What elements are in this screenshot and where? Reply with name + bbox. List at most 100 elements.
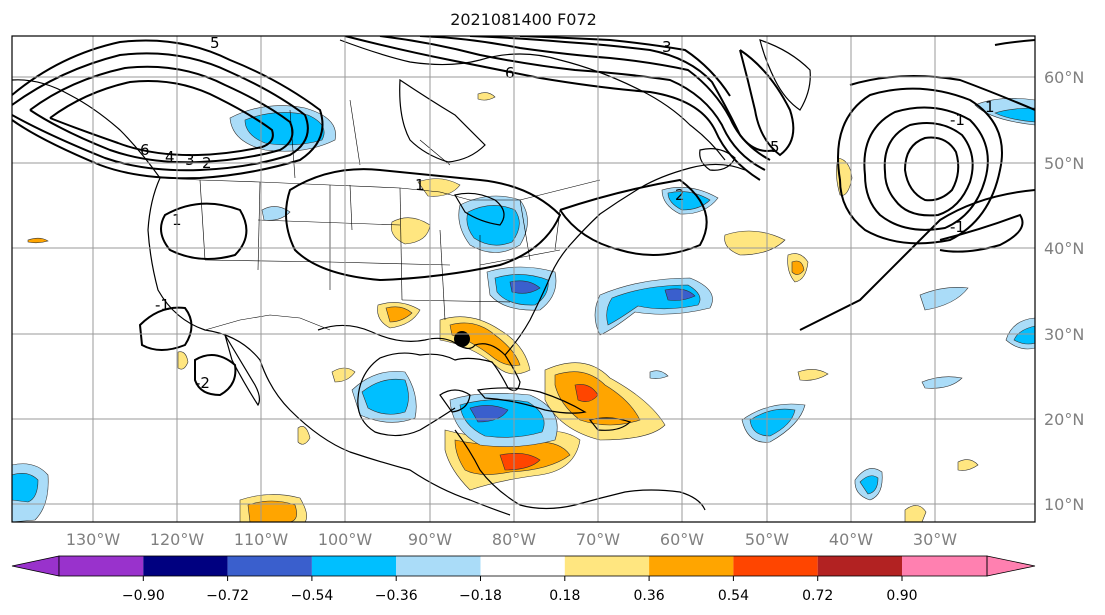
lon-label: 50°W	[745, 530, 789, 549]
lat-label: 60°N	[1044, 68, 1084, 87]
contour-line	[519, 36, 731, 97]
positive-anomaly	[385, 306, 413, 323]
positive-anomaly	[297, 426, 311, 445]
map-panel: 5 6 4 3 2 1 -1 -2 3 6 5 2 1 1 -1 -1	[12, 34, 1035, 522]
contour-line	[883, 122, 974, 217]
negative-anomaly	[664, 288, 696, 301]
positive-anomaly	[791, 260, 805, 275]
lat-label: 30°N	[1044, 325, 1084, 344]
contour-label: 3	[185, 151, 195, 169]
contour-line	[194, 354, 237, 397]
colorbar-tick-label: 0.90	[886, 588, 917, 604]
colorbar-extend-low	[11, 555, 60, 577]
contour-line	[344, 36, 761, 181]
negative-anomaly	[994, 107, 1035, 123]
contour-line	[799, 189, 1035, 331]
contour-label: 5	[770, 138, 780, 156]
lon-label: 60°W	[660, 530, 704, 549]
colorbar-segment	[649, 556, 734, 576]
contour-label: -1	[155, 296, 170, 314]
contour-label: -1	[950, 111, 965, 129]
colorbar-segment	[59, 556, 144, 576]
lat-label: 20°N	[1044, 410, 1084, 429]
colorbar-frame	[58, 555, 988, 577]
contour-line	[12, 52, 309, 172]
greenland-outline	[759, 39, 811, 111]
contour-line	[29, 65, 294, 164]
colorbar-tick-label: 0.18	[549, 588, 580, 604]
lat-label: 40°N	[1044, 239, 1084, 258]
contour-label: -1	[950, 218, 965, 236]
lat-label: 50°N	[1044, 154, 1084, 173]
contour-line	[12, 39, 324, 180]
contour-line	[837, 87, 1003, 245]
contour-line	[559, 178, 708, 256]
positive-anomaly	[957, 459, 979, 471]
storm-center-marker	[454, 331, 470, 347]
newfoundland-outline	[699, 148, 736, 171]
lon-label: 110°W	[234, 530, 289, 549]
colorbar-segment	[902, 556, 987, 576]
yucatan-outline	[439, 389, 471, 413]
negative-anomaly	[667, 191, 711, 211]
negative-anomaly	[1013, 325, 1035, 345]
contour-line	[739, 49, 795, 157]
negative-anomaly	[244, 112, 325, 146]
colorbar-segment	[733, 556, 818, 576]
contour-line	[138, 306, 193, 351]
contour-label: 5	[210, 34, 220, 52]
positive-anomaly	[724, 230, 786, 256]
lon-label: 30°W	[913, 530, 957, 549]
colorbar-segment	[396, 556, 481, 576]
contour-label: 1	[415, 176, 425, 194]
contour-line	[160, 202, 248, 260]
lon-label: 80°W	[492, 530, 536, 549]
contour-line	[863, 106, 989, 231]
colorbar-segment	[311, 556, 397, 576]
colorbar-segment	[817, 556, 902, 576]
great-lakes	[454, 192, 505, 226]
contour-label: 6	[505, 64, 515, 82]
lon-label: 100°W	[318, 530, 373, 549]
east-coastline	[504, 163, 746, 356]
colorbar-tick-label: 0.54	[718, 588, 749, 604]
map-title: 2021081400 F072	[450, 10, 597, 29]
contour-label: -2	[195, 374, 210, 392]
cuba-outline	[476, 387, 587, 414]
central-america-coastline	[454, 429, 706, 511]
negative-anomaly	[361, 378, 409, 415]
baja-outline	[224, 334, 261, 407]
contour-line	[939, 213, 1024, 253]
colorbar-tick-label: −0.72	[206, 588, 249, 604]
lat-label: 10°N	[1044, 495, 1084, 514]
positive-anomaly	[27, 237, 49, 244]
positive-anomaly	[417, 178, 461, 197]
gulf-coastline	[317, 324, 521, 437]
contour-line	[469, 36, 776, 152]
contour-line	[379, 36, 766, 171]
colorbar-tick-label: 0.36	[634, 588, 665, 604]
gridlines	[12, 36, 1035, 522]
contour-line	[49, 80, 274, 157]
colorbar-extend-high	[986, 555, 1036, 577]
hudson-bay	[399, 78, 486, 163]
us-mexico-border	[204, 314, 331, 331]
negative-anomaly	[469, 405, 509, 423]
contour-line	[419, 36, 771, 161]
positive-anomaly	[177, 351, 189, 370]
positive-anomaly	[904, 505, 927, 522]
colorbar-segment	[564, 556, 650, 576]
colorbar-tick-label: −0.90	[122, 588, 165, 604]
colorbar-tick-label: −0.54	[290, 588, 333, 604]
contour-label: 1	[985, 98, 995, 116]
positive-anomaly	[797, 369, 829, 381]
latitude-labels: 60°N 50°N 40°N 30°N 20°N 10°N	[1044, 68, 1084, 514]
lon-label: 120°W	[150, 530, 205, 549]
contour-line	[285, 168, 562, 282]
contour-label: 2	[675, 186, 685, 204]
shading-layer	[12, 92, 1035, 522]
contour-label: 4	[165, 148, 175, 166]
contour-line	[903, 136, 960, 202]
lon-label: 130°W	[66, 530, 121, 549]
negative-anomaly	[649, 370, 669, 379]
